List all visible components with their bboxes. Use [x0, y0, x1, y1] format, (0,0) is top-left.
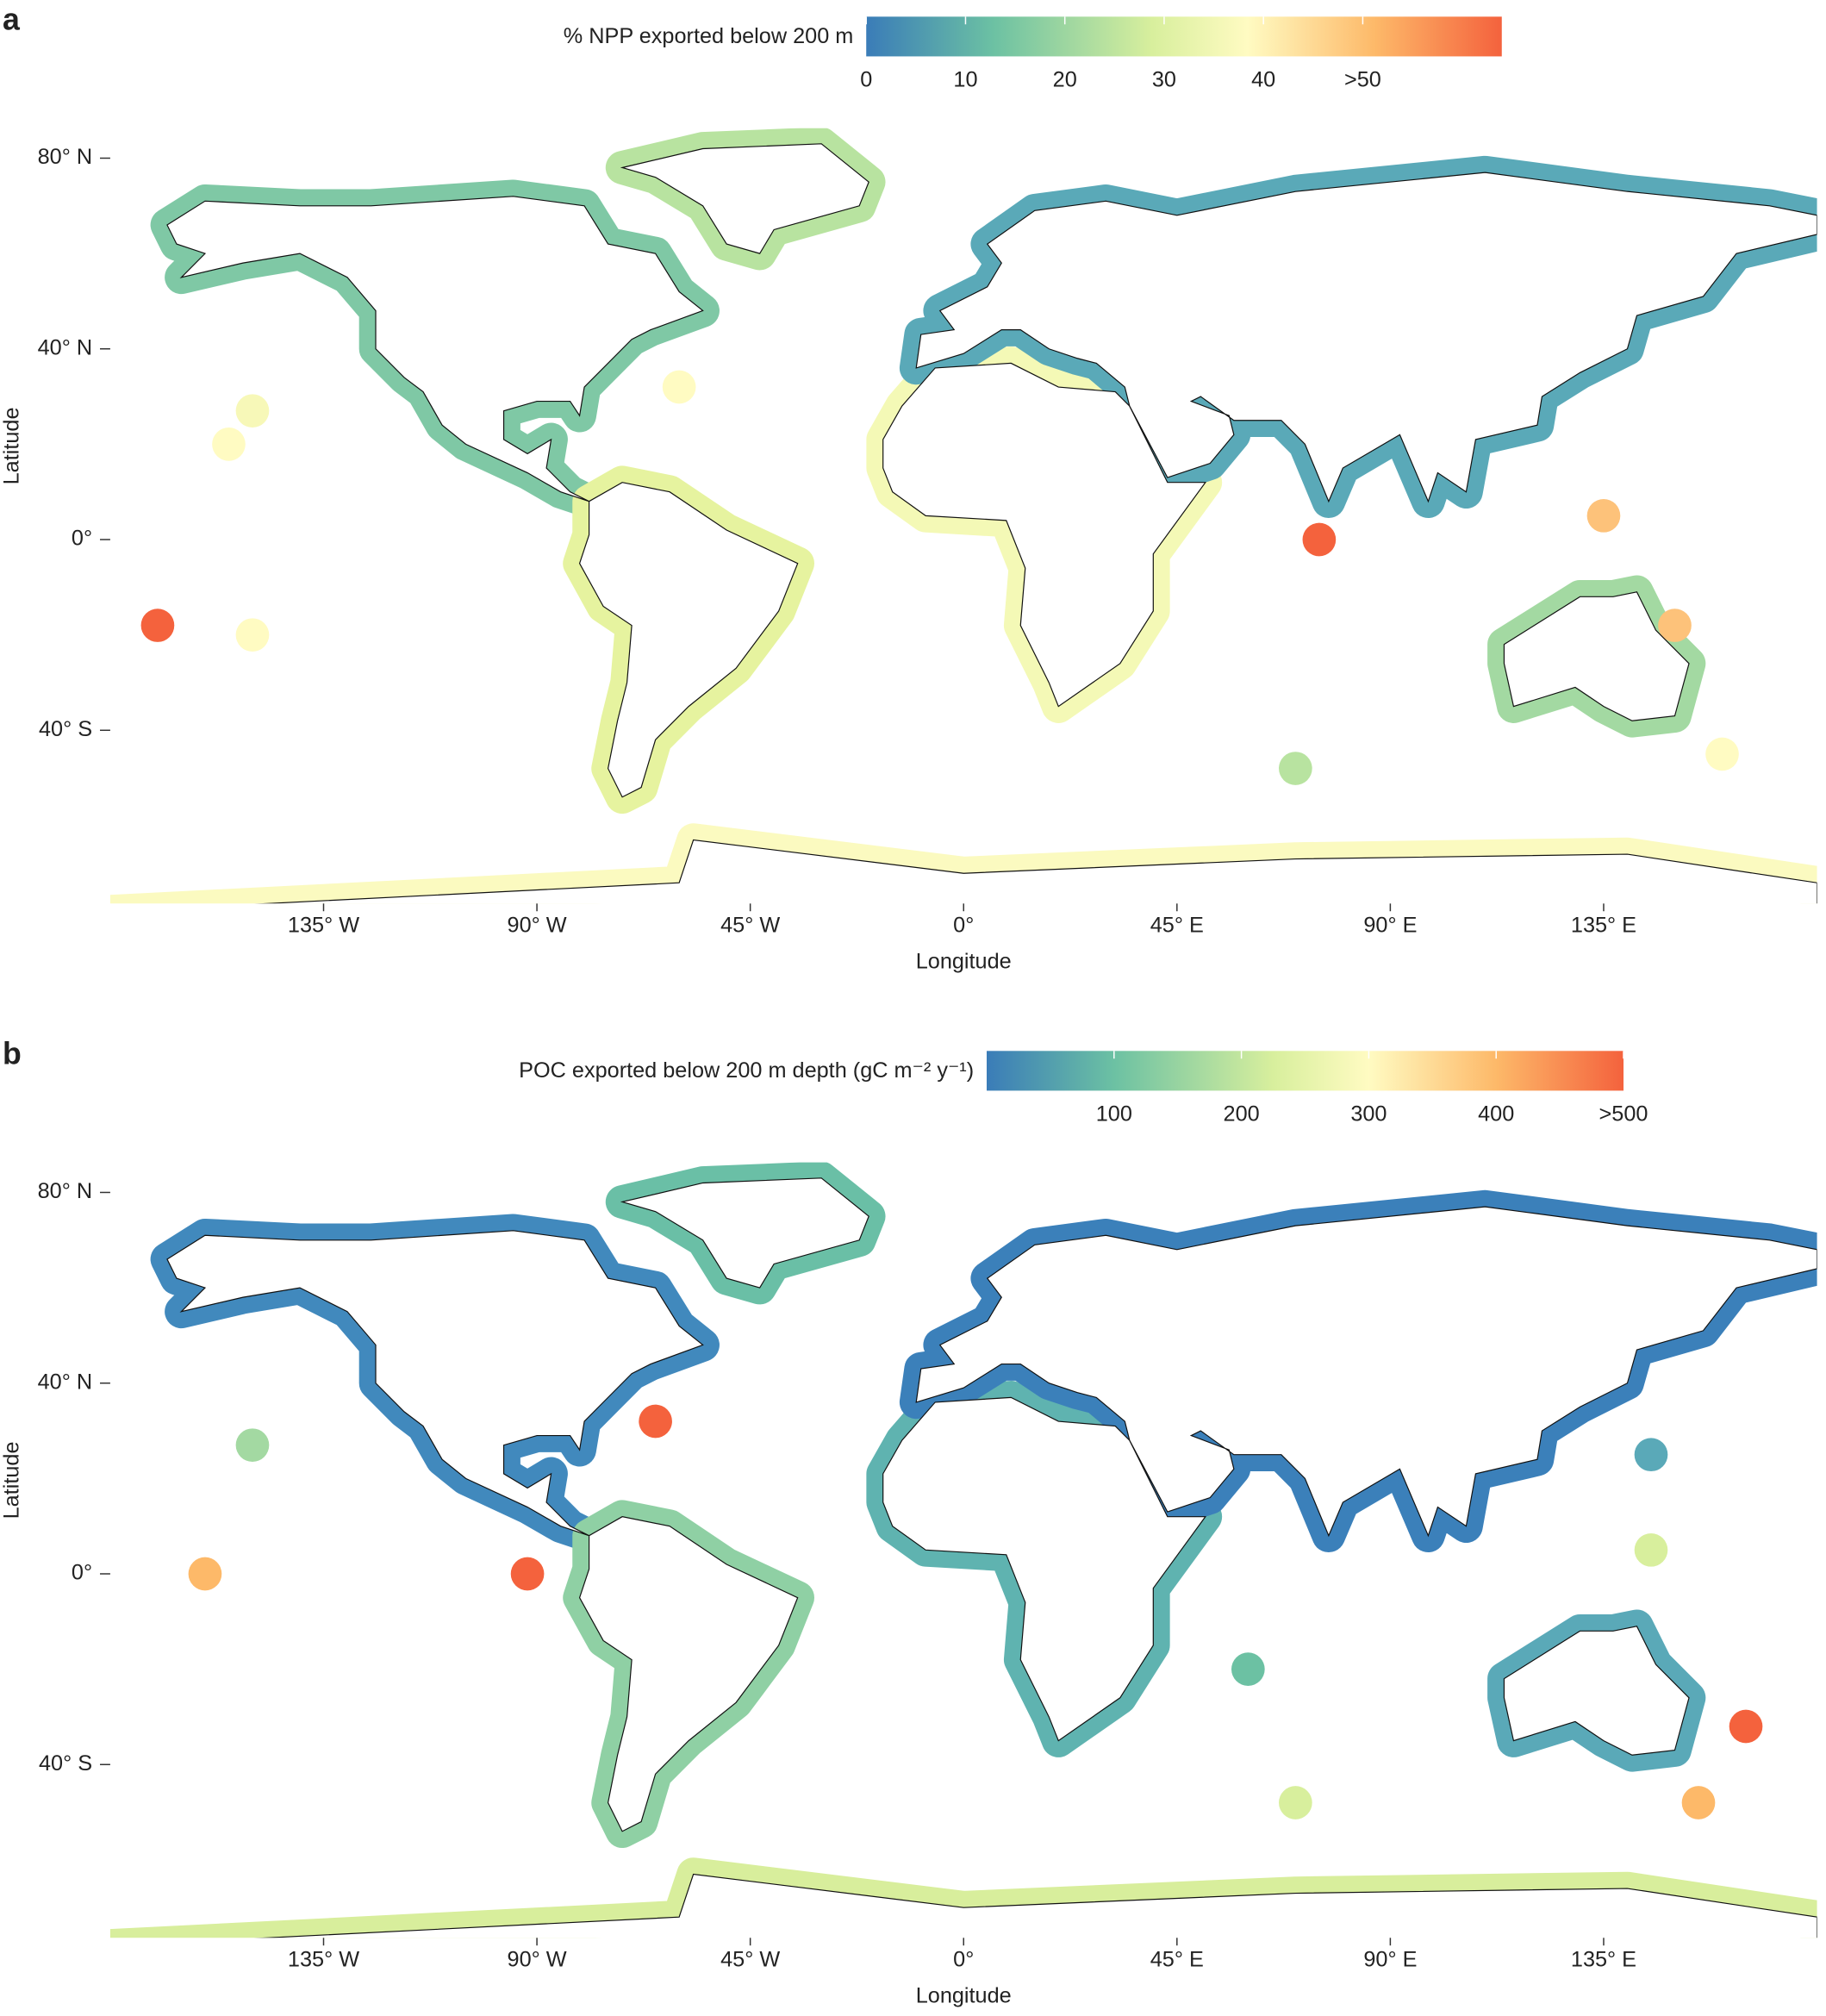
land — [257, 839, 1817, 904]
x-tick-label: 90° E — [1363, 1948, 1417, 1972]
island-zone — [235, 394, 270, 428]
island-zone — [1705, 737, 1739, 771]
x-tick-label: 45° W — [720, 914, 780, 938]
y-tick-label: 40° N — [38, 1370, 92, 1394]
island-zone — [1634, 1438, 1668, 1472]
x-tick-label: 45° W — [720, 1948, 780, 1972]
island-zone — [1729, 1709, 1763, 1744]
island-zone — [1681, 1786, 1716, 1819]
land — [166, 1230, 704, 1537]
island-zone — [1302, 522, 1337, 557]
island-zone — [1279, 1786, 1312, 1819]
map — [109, 1162, 1817, 1938]
panel-label: a — [3, 3, 21, 37]
x-tick-label: 135° E — [1571, 914, 1636, 938]
y-tick-label: 40° N — [38, 335, 92, 359]
island-zone — [1634, 1533, 1668, 1567]
land — [578, 1516, 799, 1832]
land — [915, 1206, 1817, 1538]
y-axis-label: Latitude — [0, 408, 24, 485]
x-tick-label: 135° W — [288, 1948, 359, 1972]
y-axis-label: Latitude — [0, 1441, 24, 1519]
colorbar-title: % NPP exported below 200 m — [564, 24, 854, 48]
colorbar — [987, 1051, 1624, 1091]
colorbar-tick-label: 100 — [1096, 1102, 1132, 1126]
land — [578, 482, 799, 798]
x-tick-label: 45° E — [1150, 1948, 1204, 1972]
island-zone — [639, 1404, 672, 1439]
y-tick-label: 0° — [72, 527, 92, 551]
land — [882, 1396, 1206, 1742]
colorbar-tick-label: 400 — [1478, 1102, 1514, 1126]
island-zone — [140, 609, 175, 642]
island-zone — [1279, 752, 1312, 785]
colorbar — [866, 16, 1502, 57]
land — [915, 172, 1817, 503]
land — [1503, 1626, 1690, 1756]
island-zone — [235, 1428, 270, 1462]
colorbar-tick-label: 40 — [1251, 67, 1275, 91]
x-tick-label: 135° W — [288, 914, 359, 938]
colorbar-tick-label: 20 — [1053, 67, 1077, 91]
x-axis-label: Longitude — [916, 949, 1012, 973]
y-tick-label: 40° S — [39, 717, 92, 741]
colorbar-tick-label: 300 — [1350, 1102, 1387, 1126]
colorbar-tick-label: 200 — [1224, 1102, 1260, 1126]
island-zone — [510, 1557, 545, 1591]
x-tick-label: 90° W — [508, 1948, 567, 1972]
land — [166, 196, 704, 502]
y-tick-label: 0° — [72, 1561, 92, 1585]
land — [620, 1177, 869, 1289]
colorbar-tick-label: 30 — [1152, 67, 1176, 91]
panel-label: b — [3, 1037, 22, 1071]
land — [620, 143, 869, 254]
x-axis-label: Longitude — [916, 1983, 1012, 2007]
colorbar-title: POC exported below 200 m depth (gC m⁻² y… — [519, 1058, 974, 1083]
land — [882, 362, 1206, 708]
land — [257, 1873, 1817, 1938]
y-tick-label: 80° N — [38, 1179, 92, 1203]
y-tick-label: 40° S — [39, 1751, 92, 1776]
colorbar-tick-label: >500 — [1599, 1102, 1648, 1126]
x-tick-label: 0° — [953, 914, 974, 938]
island-zone — [662, 370, 696, 404]
x-tick-label: 90° W — [508, 914, 567, 938]
island-zone — [212, 428, 246, 461]
colorbar-tick-label: 0 — [860, 67, 872, 91]
island-zone — [188, 1557, 222, 1591]
colorbar-tick-label: 10 — [953, 67, 977, 91]
y-tick-label: 80° N — [38, 145, 92, 169]
island-zone — [235, 618, 270, 652]
x-tick-label: 90° E — [1363, 914, 1417, 938]
land — [1503, 591, 1690, 721]
island-zone — [1658, 609, 1692, 642]
island-zone — [1586, 499, 1621, 533]
x-tick-label: 0° — [953, 1948, 974, 1972]
x-tick-label: 45° E — [1150, 914, 1204, 938]
colorbar-tick-label: >50 — [1344, 67, 1381, 91]
map — [109, 128, 1817, 904]
x-tick-label: 135° E — [1571, 1948, 1636, 1972]
island-zone — [1231, 1652, 1265, 1686]
